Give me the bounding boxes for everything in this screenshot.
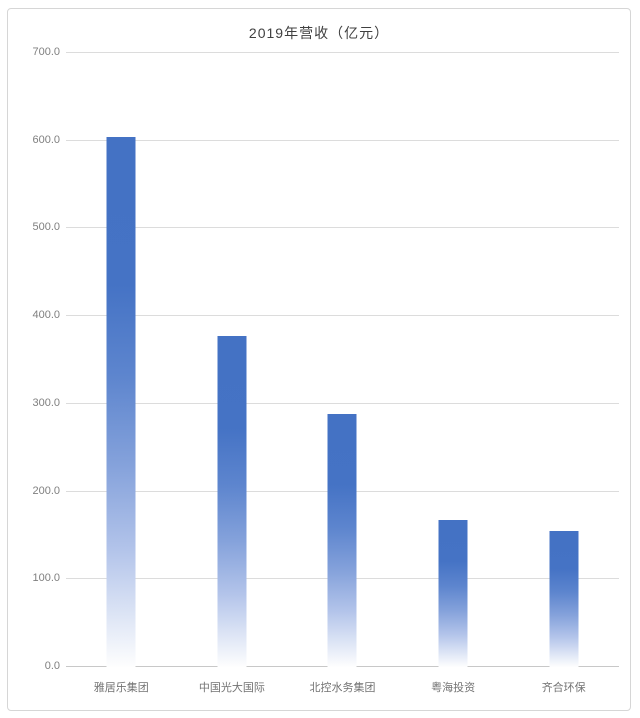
bar-1	[106, 137, 136, 667]
gridline-y-500	[66, 227, 619, 229]
bar-slot-3	[287, 53, 398, 667]
y-tick-label: 700.0	[32, 46, 60, 58]
x-axis-labels: 雅居乐集团 中国光大国际 北控水务集团 粤海投资 齐合环保	[66, 679, 619, 699]
chart-title: 2019年营收（亿元）	[248, 25, 390, 41]
y-tick-label: 500.0	[32, 221, 60, 234]
gridline-y-400	[66, 315, 619, 317]
bar-5	[549, 531, 579, 667]
y-tick-label: 600.0	[32, 133, 60, 146]
plot-area	[66, 52, 619, 667]
y-tick-label: 300.0	[32, 396, 60, 409]
bar-slot-1	[66, 53, 177, 667]
bar-3	[327, 413, 357, 667]
x-tick-label: 北控水务集团	[309, 682, 376, 694]
y-axis-labels: 0.0 100.0 200.0 300.0 400.0 500.0 600.0 700.0	[12, 47, 60, 672]
y-tick-label: 400.0	[32, 309, 60, 322]
x-tick-label: 齐合环保	[541, 682, 586, 694]
x-tick-label: 中国光大国际	[198, 682, 265, 694]
bar-slot-5	[508, 53, 619, 667]
gridline-y-600	[66, 139, 619, 141]
y-tick-label: 0.0	[44, 660, 60, 672]
y-tick-label: 100.0	[32, 572, 60, 585]
bar-4	[438, 519, 468, 667]
y-tick-label: 200.0	[32, 484, 60, 497]
chart-card: 2019年营收（亿元） 0.0 100.0 200.0 300.0 400.0 500.0…	[7, 8, 631, 711]
bar-slot-2	[177, 53, 288, 667]
x-tick-label: 粤海投资	[431, 682, 476, 694]
x-tick-label: 雅居乐集团	[93, 682, 149, 694]
gridline-y-300	[66, 402, 619, 404]
gridline-y-700	[66, 52, 619, 53]
bar-slot-4	[398, 53, 509, 667]
bar-2	[217, 336, 247, 667]
